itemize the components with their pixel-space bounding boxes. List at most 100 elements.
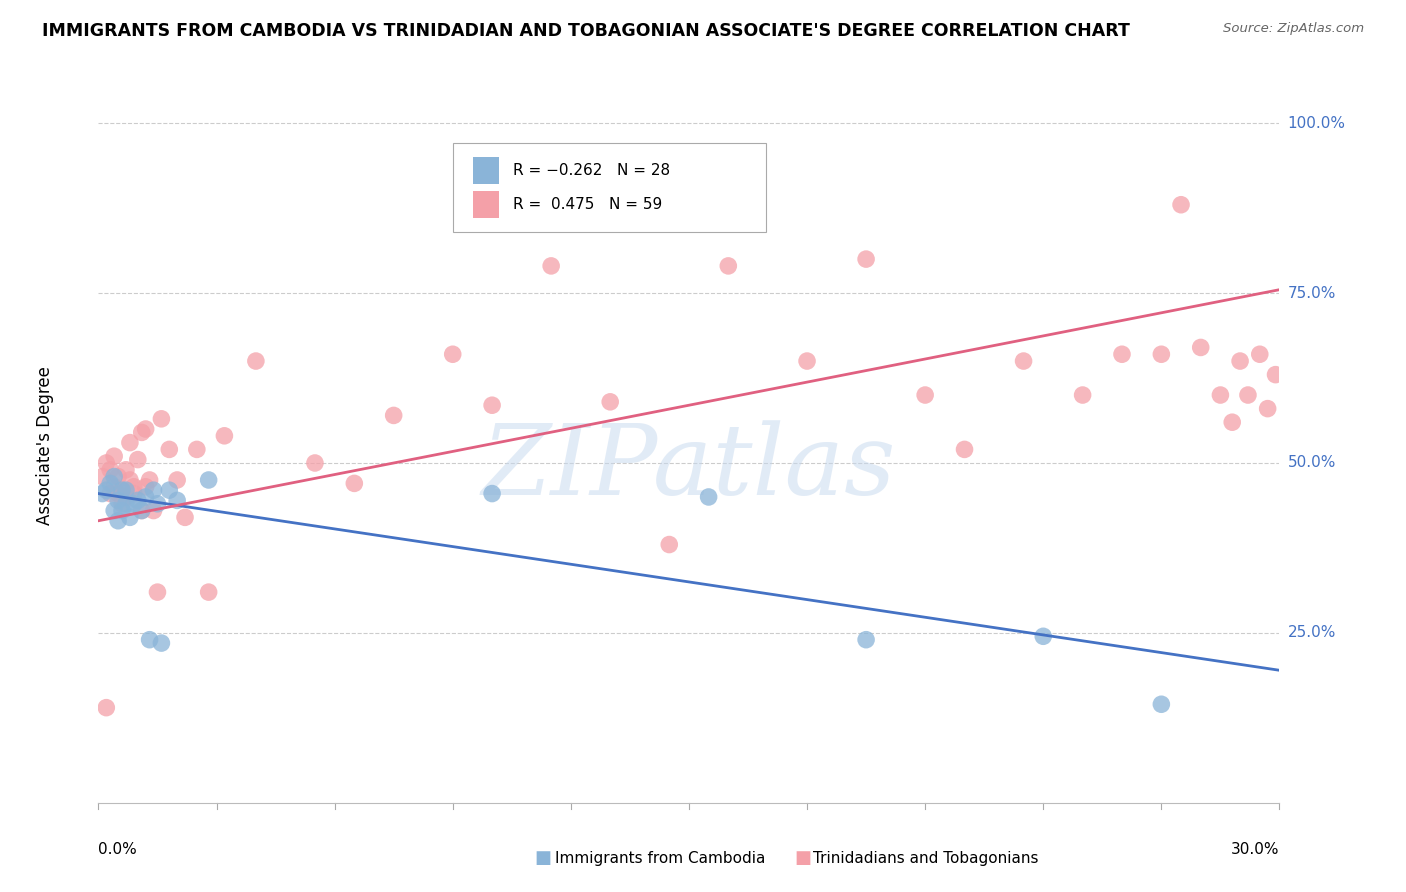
Point (157, 483, 180, 498)
Point (1264, 368, 1286, 382)
Point (1189, 341, 1212, 355)
Point (127, 452, 149, 467)
Point (481, 486, 503, 500)
Point (382, 409, 405, 423)
Point (166, 493, 188, 508)
Text: Source: ZipAtlas.com: Source: ZipAtlas.com (1223, 22, 1364, 36)
Point (131, 503, 153, 517)
Text: ZIPatlas: ZIPatlas (482, 420, 896, 515)
Point (98, 463, 121, 477)
Text: IMMIGRANTS FROM CAMBODIA VS TRINIDADIAN AND TOBAGONIAN ASSOCIATE'S DEGREE CORREL: IMMIGRANTS FROM CAMBODIA VS TRINIDADIAN … (42, 22, 1130, 40)
Point (1237, 388, 1260, 402)
Point (138, 632, 160, 647)
Point (111, 497, 134, 511)
Text: 75.0%: 75.0% (1288, 285, 1336, 301)
Point (197, 585, 219, 599)
Point (146, 585, 169, 599)
Point (96, 483, 118, 498)
Point (343, 476, 366, 491)
Point (107, 469, 129, 483)
Point (142, 483, 165, 498)
Point (1150, 698, 1173, 712)
Point (131, 425, 153, 440)
Point (118, 510, 141, 524)
Point (115, 483, 138, 498)
Point (717, 259, 740, 273)
Point (855, 632, 877, 647)
Text: ■: ■ (534, 849, 551, 867)
Point (111, 483, 134, 498)
Point (1249, 347, 1271, 361)
Text: Immigrants from Cambodia: Immigrants from Cambodia (555, 851, 766, 865)
Point (118, 435, 141, 450)
Point (103, 480, 125, 494)
Point (481, 398, 503, 412)
Point (1111, 347, 1133, 361)
Point (1170, 198, 1192, 212)
Point (98, 476, 121, 491)
Text: 100.0%: 100.0% (1288, 116, 1346, 131)
Point (96, 456, 118, 470)
Point (166, 473, 188, 487)
Point (174, 510, 197, 524)
Point (245, 354, 267, 368)
Point (115, 463, 138, 477)
FancyBboxPatch shape (453, 143, 766, 232)
Point (96, 700, 118, 714)
Point (103, 503, 125, 517)
Point (197, 473, 219, 487)
Point (855, 252, 877, 266)
Text: Trinidadians and Tobagonians: Trinidadians and Tobagonians (813, 851, 1038, 865)
Point (697, 490, 720, 504)
Point (127, 493, 149, 508)
Point (138, 473, 160, 487)
Point (135, 480, 157, 494)
Point (1229, 354, 1251, 368)
Point (91, 486, 114, 500)
Point (186, 442, 208, 457)
Point (107, 493, 129, 508)
Point (304, 456, 326, 470)
Point (1209, 388, 1232, 402)
Point (1220, 415, 1243, 429)
Point (540, 259, 562, 273)
Point (150, 636, 173, 650)
Point (111, 503, 134, 517)
Point (599, 394, 621, 409)
Text: 0.0%: 0.0% (98, 842, 138, 857)
Point (107, 486, 129, 500)
Point (122, 480, 145, 494)
Point (122, 497, 145, 511)
Point (1012, 354, 1035, 368)
Point (122, 486, 145, 500)
Point (115, 490, 138, 504)
Text: 30.0%: 30.0% (1232, 842, 1279, 857)
Point (441, 347, 464, 361)
Point (1257, 401, 1279, 416)
Text: ■: ■ (794, 849, 811, 867)
Point (98, 486, 121, 500)
Point (142, 503, 165, 517)
Point (1071, 388, 1094, 402)
Point (1032, 629, 1054, 643)
Point (150, 412, 173, 426)
Point (146, 497, 169, 511)
Bar (472, 157, 499, 184)
Point (107, 514, 129, 528)
Point (914, 388, 936, 402)
Text: R = −0.262   N = 28: R = −0.262 N = 28 (513, 163, 671, 178)
Point (103, 449, 125, 463)
Bar (472, 191, 499, 218)
Point (115, 497, 138, 511)
Point (135, 422, 157, 436)
Text: 25.0%: 25.0% (1288, 625, 1336, 640)
Point (796, 354, 818, 368)
Point (131, 503, 153, 517)
Text: R =  0.475   N = 59: R = 0.475 N = 59 (513, 196, 662, 211)
Point (135, 490, 157, 504)
Text: 50.0%: 50.0% (1288, 456, 1336, 470)
Point (214, 429, 236, 443)
Point (1150, 347, 1173, 361)
Point (103, 469, 125, 483)
Point (157, 442, 180, 457)
